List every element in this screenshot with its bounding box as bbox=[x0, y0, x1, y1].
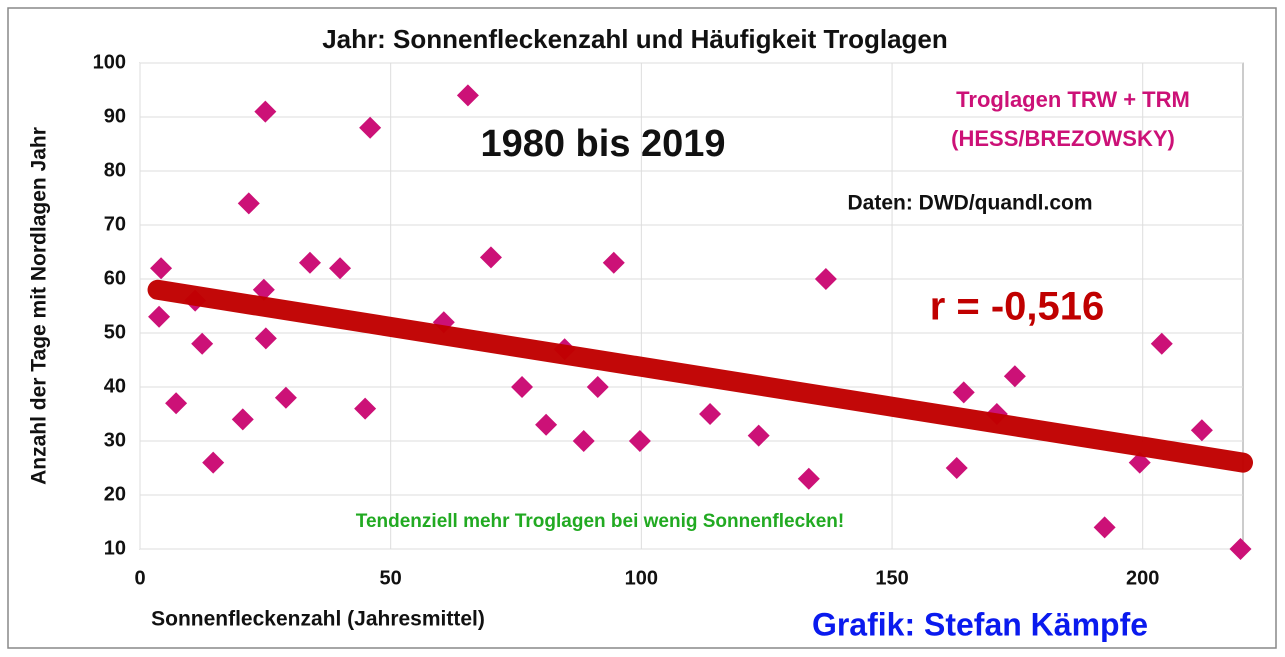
point bbox=[535, 413, 558, 436]
annotation: Daten: DWD/quandl.com bbox=[848, 192, 1093, 215]
x-axis-label: Sonnenfleckenzahl (Jahresmittel) bbox=[151, 608, 485, 631]
point bbox=[202, 451, 225, 474]
point bbox=[231, 408, 254, 431]
point bbox=[1003, 365, 1026, 388]
annotation: (HESS/BREZOWSKY) bbox=[951, 126, 1175, 151]
point bbox=[359, 116, 382, 139]
point bbox=[354, 397, 377, 420]
point bbox=[237, 192, 260, 215]
y-tick-label: 50 bbox=[104, 321, 126, 343]
point bbox=[1229, 538, 1252, 560]
point bbox=[165, 392, 188, 415]
point bbox=[329, 257, 352, 280]
x-tick-label: 100 bbox=[625, 567, 658, 589]
annotation: Troglagen TRW + TRM bbox=[956, 87, 1190, 112]
point bbox=[191, 332, 214, 355]
point bbox=[1190, 419, 1213, 442]
y-tick-label: 10 bbox=[104, 537, 126, 559]
y-tick-label: 40 bbox=[104, 375, 126, 397]
x-tick-label: 0 bbox=[134, 567, 145, 589]
point bbox=[150, 257, 173, 280]
y-tick-label: 90 bbox=[104, 105, 126, 127]
point bbox=[602, 251, 625, 274]
point bbox=[814, 268, 837, 290]
point bbox=[511, 376, 534, 398]
point bbox=[586, 376, 609, 398]
y-tick-label: 100 bbox=[93, 51, 126, 73]
plot-area bbox=[139, 62, 1244, 550]
annotation: Grafik: Stefan Kämpfe bbox=[812, 606, 1148, 642]
point bbox=[797, 467, 820, 490]
x-tick-label: 150 bbox=[875, 567, 908, 589]
y-axis-label: Anzahl der Tage mit Nordlagen Jahr bbox=[28, 127, 51, 485]
point bbox=[699, 403, 722, 425]
annotation: r = -0,516 bbox=[930, 285, 1105, 329]
point bbox=[952, 381, 975, 404]
point bbox=[628, 430, 651, 452]
point bbox=[945, 457, 968, 479]
point bbox=[747, 424, 770, 447]
point bbox=[1150, 332, 1173, 355]
x-tick-label: 200 bbox=[1126, 567, 1159, 589]
point bbox=[298, 251, 321, 274]
y-tick-label: 20 bbox=[104, 483, 126, 505]
point bbox=[1093, 516, 1116, 539]
annotation: Tendenziell mehr Troglagen bei wenig Son… bbox=[356, 511, 844, 532]
annotation: 1980 bis 2019 bbox=[480, 123, 725, 165]
trendline bbox=[147, 279, 1253, 473]
y-tick-label: 70 bbox=[104, 213, 126, 235]
chart-title: Jahr: Sonnenfleckenzahl und Häufigkeit T… bbox=[322, 24, 948, 54]
point bbox=[456, 84, 479, 107]
y-tick-label: 80 bbox=[104, 159, 126, 181]
y-tick-label: 30 bbox=[104, 429, 126, 451]
point bbox=[254, 327, 277, 350]
x-tick-label: 50 bbox=[380, 567, 402, 589]
y-tick-label: 60 bbox=[104, 267, 126, 289]
point bbox=[479, 246, 502, 269]
point bbox=[254, 100, 277, 123]
point bbox=[274, 386, 297, 409]
point bbox=[252, 278, 275, 301]
point bbox=[572, 430, 595, 452]
point bbox=[148, 305, 171, 328]
